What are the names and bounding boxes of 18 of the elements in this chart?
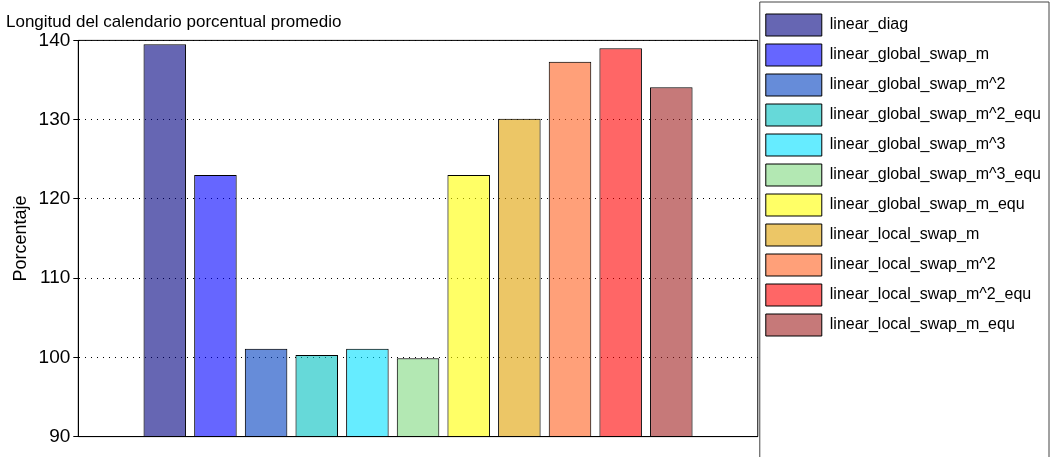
legend-label: linear_local_swap_m_equ — [829, 315, 1015, 334]
legend-label: linear_global_swap_m^2_equ — [829, 105, 1042, 124]
y-tick-label: 90 — [49, 424, 71, 446]
legend-label: linear_global_swap_m^3_equ — [829, 165, 1042, 184]
legend-label: linear_local_swap_m^2 — [829, 255, 996, 274]
y-axis-title: Porcentaje — [9, 195, 30, 282]
legend-label: linear_global_swap_m_equ — [829, 195, 1025, 214]
legend-label: linear_local_swap_m — [829, 225, 980, 244]
legend-label: linear_global_swap_m — [829, 45, 990, 64]
legend-label: linear_global_swap_m^2 — [829, 75, 1006, 94]
y-tick-label: 130 — [38, 107, 71, 129]
legend-label: linear_global_swap_m^3 — [829, 135, 1006, 154]
legend-label: linear_diag — [829, 15, 909, 34]
y-tick-label: 110 — [40, 266, 71, 288]
legend-label: linear_local_swap_m^2_equ — [829, 285, 1032, 304]
y-tick-label: 100 — [38, 345, 71, 367]
y-tick-label: 120 — [38, 187, 71, 209]
chart-title: Longitud del calendario porcentual promedio — [6, 11, 342, 31]
